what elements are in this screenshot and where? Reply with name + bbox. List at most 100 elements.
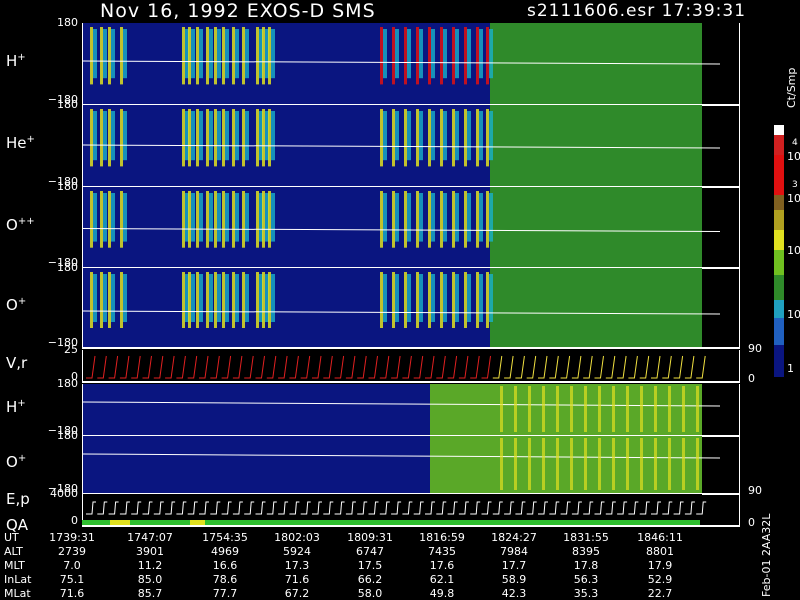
axis-row-value: 62.1 xyxy=(429,573,455,586)
axis-row-label: MLat xyxy=(4,587,31,600)
axis-row-value: 52.9 xyxy=(647,573,673,586)
flux-streak xyxy=(222,191,225,248)
flux-streak xyxy=(232,109,235,167)
flux-streak-edge xyxy=(419,29,423,79)
quality-flag-bar xyxy=(205,520,700,525)
flux-streak xyxy=(612,386,615,432)
flux-streak-edge xyxy=(407,111,411,161)
velocity-sweep-mark xyxy=(413,355,424,379)
flux-streak-edge xyxy=(199,274,203,322)
flux-streak xyxy=(182,191,185,248)
flux-streak-edge xyxy=(271,274,275,322)
velocity-sweep-mark xyxy=(526,355,537,379)
axis-row-value: 85.7 xyxy=(137,587,163,600)
flux-streak-edge xyxy=(111,193,115,242)
flux-streak xyxy=(188,27,191,85)
axis-row-value: 8801 xyxy=(646,545,674,558)
flux-streak-edge xyxy=(217,193,221,242)
flux-streak-edge xyxy=(479,193,483,242)
axis-row-value: 22.7 xyxy=(647,587,673,600)
flux-streak xyxy=(120,27,123,85)
flux-streak-edge xyxy=(225,29,229,79)
flux-streak-edge xyxy=(185,193,189,242)
flux-streak xyxy=(100,27,103,85)
panel-frame xyxy=(82,187,740,268)
flux-streak xyxy=(380,109,383,167)
panel-label: V,r xyxy=(6,354,28,372)
energy-sweep-mark xyxy=(278,501,289,515)
axis-row-value: 5924 xyxy=(283,545,311,558)
energy-sweep-mark xyxy=(425,501,435,515)
flux-streak-edge xyxy=(103,274,107,322)
flux-streak-edge xyxy=(479,274,483,322)
y-tick-top: 25 xyxy=(64,343,78,356)
axis-row-value: 1739:31 xyxy=(49,531,95,544)
energy-sweep-mark xyxy=(391,501,402,515)
velocity-sweep-mark xyxy=(639,355,650,379)
flux-streak xyxy=(404,272,407,328)
flux-streak xyxy=(598,386,601,432)
flux-streak-edge xyxy=(383,274,387,322)
flux-streak-edge xyxy=(191,193,195,242)
energy-sweep-mark xyxy=(639,501,650,515)
energy-sweep-mark xyxy=(379,501,390,515)
quality-flag-bar xyxy=(110,520,130,525)
flux-streak xyxy=(612,438,615,490)
flux-streak xyxy=(100,191,103,248)
panel-label: O+ xyxy=(6,453,27,471)
flux-streak xyxy=(90,272,93,328)
flux-streak-edge xyxy=(395,274,399,322)
axis-row-value: 17.3 xyxy=(284,559,310,572)
pitch-angle-trace xyxy=(81,144,721,149)
axis-row-value: 35.3 xyxy=(573,587,599,600)
flux-streak xyxy=(416,272,419,328)
velocity-sweep-mark xyxy=(232,355,243,379)
y-tick-top: 180 xyxy=(57,16,78,29)
energy-sweep-mark xyxy=(492,501,503,515)
flux-streak xyxy=(214,272,217,328)
axis-row-value: 58.9 xyxy=(501,573,527,586)
velocity-sweep-mark xyxy=(199,355,209,379)
panel-label-secondary: QA xyxy=(6,516,29,534)
y-tick-bottom: −180 xyxy=(47,256,78,269)
axis-row-value: 8395 xyxy=(572,545,600,558)
flux-streak xyxy=(206,272,209,328)
flux-streak xyxy=(268,109,271,167)
velocity-sweep-mark xyxy=(153,355,164,379)
energy-sweep-mark xyxy=(86,501,96,515)
flux-streak xyxy=(476,27,479,85)
y-tick-top: 180 xyxy=(57,98,78,111)
flux-streak xyxy=(404,27,407,85)
flux-streak xyxy=(640,386,643,432)
axis-row-value: 3901 xyxy=(136,545,164,558)
energy-sweep-mark xyxy=(583,501,594,515)
flux-streak-edge xyxy=(265,193,269,242)
velocity-sweep-mark xyxy=(617,355,627,379)
energy-sweep-mark xyxy=(289,501,300,515)
flux-streak-edge xyxy=(455,111,459,161)
energy-sweep-mark xyxy=(97,501,108,515)
energy-sweep-mark xyxy=(210,501,221,515)
axis-row-label: UT xyxy=(4,531,19,544)
flux-streak-edge xyxy=(191,29,195,79)
velocity-sweep-mark xyxy=(266,355,277,379)
colorbar-tick-label: 1 xyxy=(787,362,794,375)
colorbar-tick-label: 10 xyxy=(787,308,800,321)
panel-separator xyxy=(82,525,740,527)
panel-frame xyxy=(82,384,740,436)
energy-sweep-mark xyxy=(571,501,582,515)
flux-streak xyxy=(584,386,587,432)
energy-sweep-mark xyxy=(402,501,413,515)
flux-streak xyxy=(108,27,111,85)
flux-streak-edge xyxy=(259,274,263,322)
flux-streak-edge xyxy=(479,111,483,161)
energy-sweep-mark xyxy=(549,501,560,515)
y-tick-bottom: −180 xyxy=(47,336,78,349)
panel-5 xyxy=(82,350,702,382)
flux-streak-edge xyxy=(395,29,399,79)
flux-streak-edge xyxy=(431,274,435,322)
axis-row-value: 2739 xyxy=(58,545,86,558)
flux-streak-edge xyxy=(407,29,411,79)
flux-streak-edge xyxy=(467,111,471,161)
energy-sweep-mark xyxy=(651,501,661,515)
